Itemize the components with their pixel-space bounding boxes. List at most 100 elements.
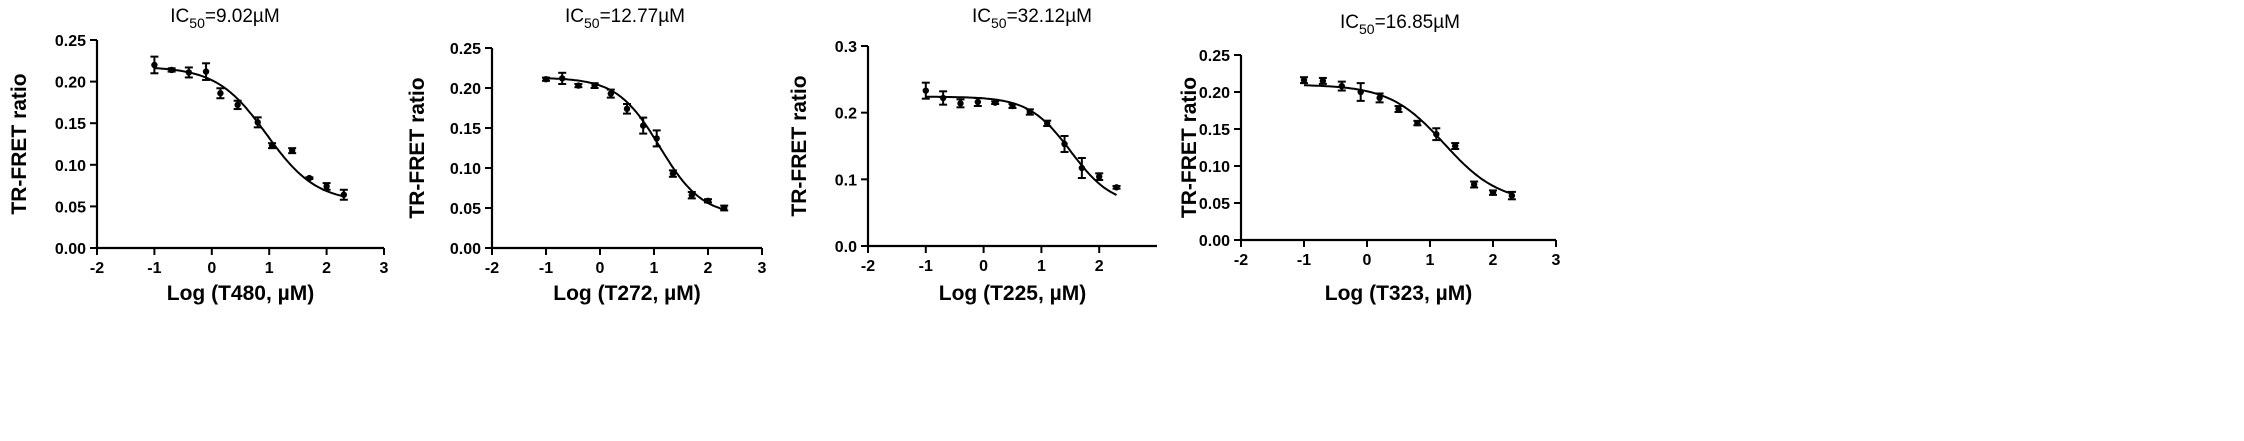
data-marker <box>288 147 296 154</box>
data-marker <box>340 191 348 198</box>
y-tick-label: 0.20 <box>450 81 481 98</box>
data-point-2 <box>167 66 176 74</box>
y-tick-label: 0.05 <box>55 199 86 216</box>
title-subscript: 50 <box>584 15 600 31</box>
fit-curve <box>154 67 345 198</box>
data-point-12 <box>1112 184 1121 191</box>
data-point-4 <box>590 82 599 89</box>
x-tick-label: 0 <box>979 258 988 275</box>
y-tick-label: 0.05 <box>1199 196 1230 213</box>
data-marker <box>268 142 276 149</box>
x-tick-label: 2 <box>322 260 331 277</box>
title-prefix: IC <box>170 6 189 27</box>
data-marker <box>1078 164 1086 172</box>
data-marker <box>1096 173 1103 180</box>
data-marker <box>1300 76 1308 84</box>
x-axis-title: Log (T225, µM) <box>939 282 1086 305</box>
data-point-10 <box>1470 180 1479 189</box>
data-point-8 <box>1043 119 1052 127</box>
data-point-3 <box>184 66 193 79</box>
y-tick-label: 0.20 <box>55 75 86 92</box>
data-marker <box>1433 130 1440 138</box>
x-tick-label: 3 <box>758 260 767 277</box>
data-point-7 <box>639 116 648 135</box>
y-tick-label: 0.15 <box>55 116 86 133</box>
data-marker <box>974 98 982 106</box>
data-marker <box>168 66 175 74</box>
data-point-1 <box>542 76 550 83</box>
x-tick-label: -2 <box>1234 252 1248 269</box>
data-point-3 <box>574 82 583 89</box>
x-tick-label: 0 <box>596 260 605 277</box>
data-marker <box>217 90 224 97</box>
y-tick-label: 0.20 <box>1199 85 1230 102</box>
x-tick-label: 2 <box>1095 258 1104 275</box>
data-marker <box>254 119 261 126</box>
data-point-4 <box>973 97 982 107</box>
y-tick-label: 0.00 <box>450 241 481 258</box>
x-tick-label: -2 <box>90 260 104 277</box>
data-marker <box>306 174 313 182</box>
title-prefix: IC <box>1340 12 1359 33</box>
data-marker <box>669 170 677 177</box>
data-marker <box>1414 119 1421 127</box>
data-marker <box>202 68 210 75</box>
x-tick-label: -1 <box>147 260 161 277</box>
data-point-11 <box>704 197 712 204</box>
data-point-11 <box>322 182 331 191</box>
title-suffix: =32.12µM <box>1007 6 1092 27</box>
data-point-9 <box>288 147 297 155</box>
x-axis-title: Log (T272, µM) <box>553 282 700 305</box>
data-point-7 <box>1025 108 1034 116</box>
data-marker <box>688 192 695 199</box>
data-point-11 <box>1095 172 1104 181</box>
data-point-3 <box>1337 80 1346 92</box>
title-subscript: 50 <box>991 15 1007 31</box>
fit-curve <box>925 95 1117 196</box>
data-point-12 <box>339 188 348 201</box>
data-marker <box>704 197 712 204</box>
y-tick-label: 0.0 <box>835 239 857 256</box>
x-tick-label: -1 <box>539 260 553 277</box>
data-point-8 <box>268 142 277 150</box>
data-marker <box>1395 105 1402 113</box>
data-marker <box>957 100 964 107</box>
data-point-9 <box>1060 135 1069 153</box>
x-tick-label: 3 <box>1552 252 1561 269</box>
data-marker <box>1009 102 1016 110</box>
data-marker <box>1026 108 1034 116</box>
data-marker <box>575 82 582 89</box>
chart-panel-1: 0.00 0.05 0.10 0.15 0.20 0.25 -2 -1 0 1 2 3 Log (T48… <box>8 6 389 305</box>
chart-title: IC50=9.02µM <box>170 6 279 31</box>
data-point-3 <box>956 98 965 109</box>
fit-curve <box>546 77 725 211</box>
data-point-2 <box>1318 76 1327 85</box>
data-marker <box>234 101 241 109</box>
data-marker <box>591 82 598 89</box>
data-point-1 <box>150 55 159 75</box>
y-tick-label: 0.25 <box>55 33 86 50</box>
data-marker <box>991 99 999 106</box>
data-point-10 <box>1077 157 1086 179</box>
data-point-12 <box>720 204 729 212</box>
data-point-2 <box>939 90 948 106</box>
chart-panel-2: 0.00 0.05 0.10 0.15 0.20 0.25 -2 -1 0 1 2 3 Log (T27… <box>406 6 767 305</box>
y-tick-label: 0.10 <box>1199 159 1230 176</box>
data-point-1 <box>921 81 930 100</box>
x-tick-label: -1 <box>1297 252 1311 269</box>
x-tick-label: 1 <box>650 260 659 277</box>
y-tick-label: 0.00 <box>55 241 86 258</box>
y-axis-title: TR-FRET ratio <box>1178 77 1201 218</box>
data-point-6 <box>1008 102 1017 110</box>
data-marker <box>623 105 631 113</box>
y-tick-label: 0.25 <box>450 41 481 58</box>
data-point-5 <box>991 99 1000 106</box>
data-point-9 <box>1451 142 1460 150</box>
data-point-4 <box>1356 82 1365 102</box>
data-marker <box>607 90 614 97</box>
title-suffix: =16.85µM <box>1375 12 1460 33</box>
chart-title: IC50=12.77µM <box>565 6 685 31</box>
data-marker <box>542 76 550 83</box>
x-tick-label: -2 <box>485 260 499 277</box>
data-marker <box>1508 192 1516 199</box>
